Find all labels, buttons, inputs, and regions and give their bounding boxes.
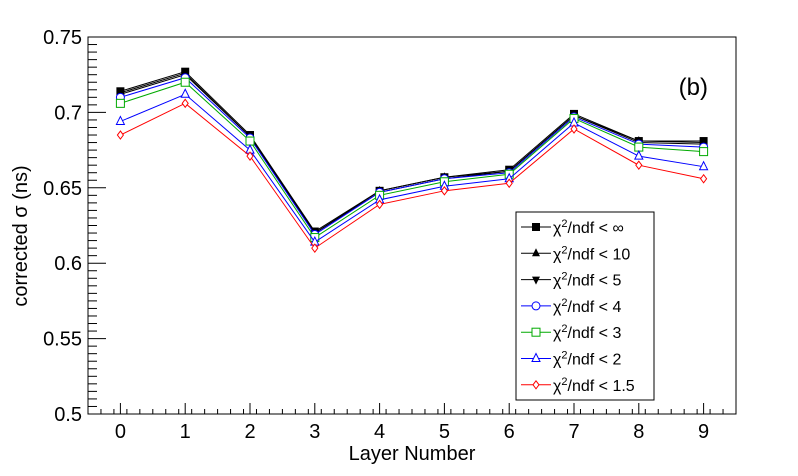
- legend-label: χ2/ndf < 10: [553, 244, 630, 263]
- x-tick-label: 1: [180, 421, 191, 443]
- series-line: [120, 102, 704, 249]
- legend-entry: χ2/ndf < 1.5: [521, 376, 635, 395]
- legend-label: χ2/ndf < 4: [553, 297, 621, 316]
- data-point: [115, 115, 126, 125]
- legend-marker: [532, 276, 540, 285]
- x-tick-label: 4: [374, 421, 385, 443]
- legend-label: χ2/ndf < 1.5: [553, 376, 635, 395]
- x-tick-label: 2: [244, 421, 255, 443]
- legend-entry: χ2/ndf < 4: [521, 297, 621, 316]
- x-tick-label: 3: [309, 421, 320, 443]
- y-tick-label: 0.5: [54, 404, 82, 426]
- y-tick-label: 0.65: [43, 178, 82, 200]
- data-point: [570, 124, 578, 134]
- data-point: [180, 88, 191, 98]
- legend-marker: [532, 223, 540, 231]
- legend-label: χ2/ndf < ∞: [553, 218, 624, 237]
- data-point: [246, 151, 254, 161]
- data-point: [375, 199, 384, 210]
- y-tick-label: 0.55: [43, 329, 82, 351]
- data-point: [311, 243, 319, 253]
- legend: χ2/ndf < ∞ χ2/ndf < 10 χ2/ndf < 5 χ2/ndf < …: [515, 211, 655, 401]
- data-point: [633, 150, 644, 160]
- data-point: [180, 77, 190, 87]
- y-tick-label: 0.7: [54, 102, 82, 124]
- legend-entry: χ2/ndf < ∞: [521, 218, 624, 237]
- series-line: [120, 72, 704, 234]
- legend-entry: χ2/ndf < 5: [521, 271, 621, 290]
- data-point: [440, 185, 449, 196]
- series-6: [116, 98, 708, 253]
- legend-marker: [531, 352, 541, 362]
- legend-marker: [532, 379, 540, 390]
- x-tick-label: 5: [439, 421, 450, 443]
- x-tick-label: 0: [115, 421, 126, 443]
- series-5: [115, 88, 709, 246]
- series-line: [120, 77, 704, 236]
- y-tick-label: 0.6: [54, 253, 82, 275]
- legend-marker: [531, 301, 541, 311]
- x-tick-label: 6: [504, 421, 515, 443]
- legend-marker: [531, 327, 541, 337]
- legend-entry: χ2/ndf < 3: [521, 323, 621, 342]
- x-tick-label: 8: [633, 421, 644, 443]
- legend-label: χ2/ndf < 3: [553, 323, 621, 342]
- x-tick-label: 7: [568, 421, 579, 443]
- data-point: [699, 173, 708, 184]
- data-point: [634, 142, 644, 152]
- data-point: [115, 98, 125, 108]
- data-point: [505, 178, 513, 189]
- legend-marker: [532, 248, 540, 257]
- data-point: [635, 160, 643, 171]
- x-tick-label: 9: [698, 421, 709, 443]
- series-layer: [115, 67, 709, 253]
- data-point: [116, 130, 125, 140]
- panel-label: (b): [679, 74, 708, 101]
- legend-label: χ2/ndf < 2: [553, 350, 621, 369]
- x-axis: 0 1 2 3 4 5 6 7 8 9: [87, 403, 737, 443]
- y-axis-label: corrected σ (ns): [10, 165, 32, 306]
- data-point: [698, 160, 709, 171]
- series-line: [120, 93, 704, 243]
- series-line: [120, 81, 704, 239]
- data-point: [699, 147, 709, 157]
- x-axis-label: Layer Number: [349, 443, 476, 465]
- legend-entry: χ2/ndf < 10: [521, 244, 630, 263]
- legend-entry: χ2/ndf < 2: [521, 350, 621, 369]
- y-tick-label: 0.75: [43, 27, 82, 49]
- legend-label: χ2/ndf < 5: [553, 271, 621, 290]
- data-point: [181, 98, 189, 109]
- y-axis: 0.5 0.55 0.6 0.65 0.7 0.75: [43, 27, 106, 426]
- data-point: [245, 136, 255, 146]
